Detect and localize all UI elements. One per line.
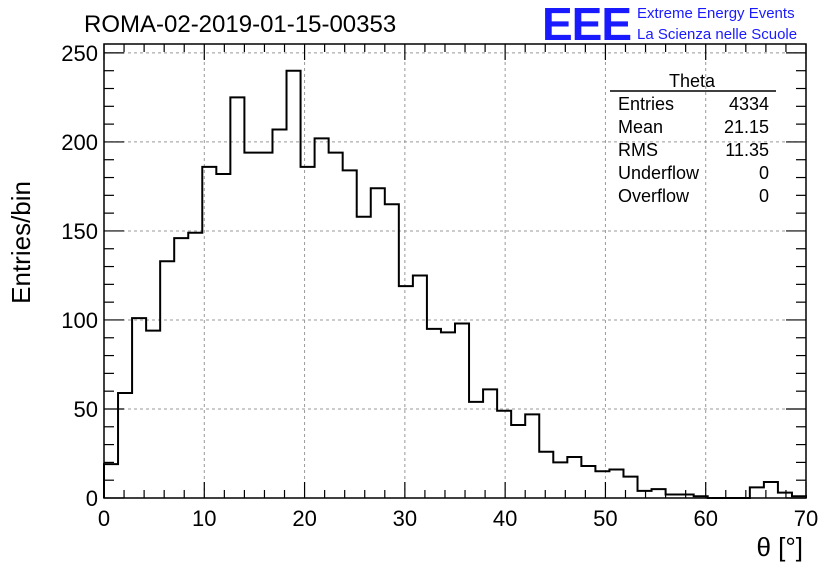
y-tick-label: 250 xyxy=(61,41,98,66)
histogram-bin xyxy=(371,188,385,498)
histogram-outline xyxy=(103,69,807,499)
x-tick-label: 0 xyxy=(98,506,110,531)
x-tick-label: 50 xyxy=(593,506,617,531)
histogram-bin xyxy=(146,331,160,498)
histogram-bin xyxy=(497,411,511,498)
stats-row-label: Underflow xyxy=(618,163,700,183)
stats-box: Theta Entries 4334 Mean 21.15 RMS 11.35 Underf… xyxy=(610,71,776,206)
histogram-bin xyxy=(104,464,118,498)
x-tick-label: 60 xyxy=(693,506,717,531)
histogram-bin xyxy=(258,153,272,498)
grid xyxy=(104,44,806,498)
histogram-bin xyxy=(469,402,483,498)
x-tick-label: 70 xyxy=(794,506,818,531)
tick-labels: 0 10 20 30 40 50 60 70 0 50 100 150 200 250 xyxy=(61,41,818,531)
histogram-bin xyxy=(595,471,609,498)
histogram-bin xyxy=(455,324,469,498)
logo-line-2: La Scienza nelle Scuole xyxy=(637,26,797,43)
stats-row-value: 11.35 xyxy=(725,140,769,160)
histogram-bin xyxy=(483,389,497,498)
x-tick-label: 40 xyxy=(493,506,517,531)
x-tick-label: 20 xyxy=(292,506,316,531)
histogram-bin xyxy=(202,167,216,498)
histogram-bin xyxy=(638,491,652,498)
stats-row-value: 0 xyxy=(759,163,769,183)
histogram-bin xyxy=(230,97,244,498)
histogram-bin xyxy=(427,329,441,498)
stats-row-label: RMS xyxy=(618,140,658,160)
histogram-bin xyxy=(581,466,595,498)
y-tick-label: 150 xyxy=(61,219,98,244)
x-tick-label: 30 xyxy=(393,506,417,531)
histogram-bin xyxy=(609,470,623,498)
x-axis-label: θ [°] xyxy=(756,532,803,562)
histogram-bin xyxy=(525,414,539,498)
histogram-bin xyxy=(132,318,146,498)
stats-title: Theta xyxy=(669,71,716,91)
histogram-bin xyxy=(652,489,666,498)
histogram-bin xyxy=(301,167,315,498)
stats-rows: Entries 4334 Mean 21.15 RMS 11.35 Underflow 0 Ov… xyxy=(618,94,769,206)
x-tick-label: 10 xyxy=(192,506,216,531)
histogram-bin xyxy=(567,457,581,498)
stats-row-label: Mean xyxy=(618,117,663,137)
axis-ticks xyxy=(103,44,807,499)
y-axis-label: Entries/bin xyxy=(6,181,36,304)
histogram-bin xyxy=(357,217,371,498)
logo-mark: EEE xyxy=(542,0,631,50)
stats-row-value: 4334 xyxy=(729,94,769,114)
histogram-bin xyxy=(244,153,258,498)
histogram-bars xyxy=(103,69,807,499)
logo-line-1: Extreme Energy Events xyxy=(637,5,795,22)
stats-row-value: 21.15 xyxy=(724,117,769,137)
histogram-bin xyxy=(160,261,174,498)
eee-logo: EEE Extreme Energy Events La Scienza nel… xyxy=(542,0,797,50)
histogram-bin xyxy=(399,286,413,498)
histogram-bin xyxy=(511,425,525,498)
histogram-bin xyxy=(385,204,399,498)
y-tick-label: 50 xyxy=(74,397,98,422)
histogram-bin xyxy=(188,233,202,498)
histogram-bin xyxy=(343,170,357,498)
histogram-bin xyxy=(287,71,301,498)
histogram-bin xyxy=(216,174,230,498)
histogram-bin xyxy=(539,452,553,498)
y-tick-label: 100 xyxy=(61,308,98,333)
histogram-bin xyxy=(329,153,343,498)
histogram-bin xyxy=(174,238,188,498)
histogram-bin xyxy=(441,332,455,498)
y-tick-label: 200 xyxy=(61,130,98,155)
chart-title: ROMA-02-2019-01-15-00353 xyxy=(84,11,396,38)
histogram-bin xyxy=(413,275,427,498)
y-tick-label: 0 xyxy=(86,486,98,511)
plot-frame xyxy=(103,43,807,499)
stats-row-label: Overflow xyxy=(618,186,690,206)
stats-row-label: Entries xyxy=(618,94,674,114)
histogram-bin xyxy=(272,129,286,498)
histogram-bin xyxy=(750,487,764,498)
histogram-bin xyxy=(315,138,329,498)
stats-row-value: 0 xyxy=(759,186,769,206)
